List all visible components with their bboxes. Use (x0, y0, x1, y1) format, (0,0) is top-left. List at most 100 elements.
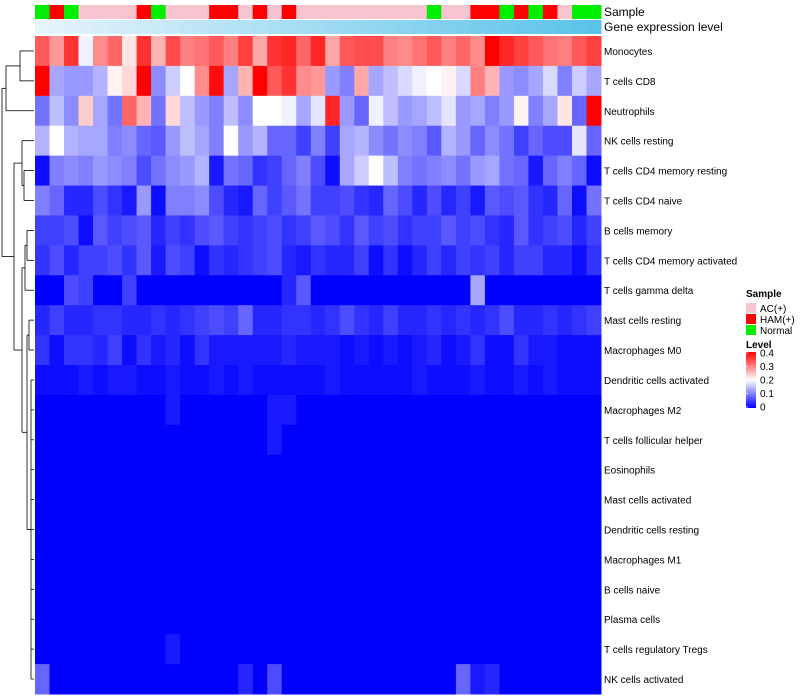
heatmap-cell (354, 664, 370, 695)
heatmap-cell (209, 454, 225, 486)
heatmap-cell (586, 305, 602, 336)
heatmap-cell (238, 365, 254, 396)
heatmap-cell (267, 634, 283, 665)
heatmap-cell (107, 514, 123, 545)
expression-cell (325, 20, 341, 34)
heatmap-cell (397, 155, 413, 187)
heatmap-cell (209, 514, 225, 545)
legend-tick-label: 0.4 (760, 349, 774, 360)
heatmap-cell (223, 424, 239, 456)
heatmap-cell (78, 454, 94, 486)
legend-level-colorbar (746, 352, 756, 408)
heatmap-cell (151, 185, 167, 216)
heatmap-cell (238, 484, 254, 516)
heatmap-cell (513, 305, 529, 336)
heatmap-cell (35, 484, 51, 516)
sample-cell (64, 5, 80, 19)
heatmap-cell (35, 514, 51, 545)
heatmap-cell (325, 185, 341, 216)
heatmap-cell (455, 394, 471, 426)
heatmap-cell (441, 604, 457, 635)
heatmap-cell (180, 454, 196, 486)
heatmap-cell (426, 544, 442, 575)
heatmap-cell (383, 155, 399, 187)
heatmap-cell (107, 125, 123, 157)
heatmap-cell (339, 454, 355, 486)
heatmap-cell (194, 275, 210, 306)
heatmap-cell (78, 544, 94, 575)
heatmap-cell (194, 514, 210, 545)
heatmap-cell (136, 365, 152, 396)
heatmap-cell (484, 335, 500, 366)
heatmap-cell (339, 65, 355, 97)
heatmap-cell (557, 544, 573, 575)
heatmap-cell (93, 634, 109, 665)
heatmap-cell (412, 454, 428, 486)
heatmap-cell (571, 95, 587, 127)
heatmap-cell (528, 574, 544, 605)
heatmap-cell (78, 604, 94, 635)
heatmap-cell (64, 484, 80, 516)
heatmap-cell (310, 604, 326, 635)
heatmap-cell (296, 95, 312, 127)
heatmap-cell (426, 95, 442, 127)
heatmap-cell (180, 664, 196, 695)
heatmap-cell (426, 215, 442, 246)
heatmap-cell (238, 305, 254, 336)
heatmap-cell (426, 394, 442, 426)
heatmap-cell (252, 394, 268, 426)
heatmap-cell (151, 335, 167, 366)
heatmap-cell (165, 125, 181, 157)
sample-cell (107, 5, 123, 19)
heatmap-cell (455, 335, 471, 366)
heatmap-cell (455, 514, 471, 545)
heatmap-cell (64, 544, 80, 575)
heatmap-cell (252, 185, 268, 216)
heatmap-cell (586, 95, 602, 127)
heatmap-cell (296, 65, 312, 97)
heatmap-cell (194, 604, 210, 635)
heatmap-cell (165, 215, 181, 246)
heatmap-cell (252, 305, 268, 336)
heatmap-cell (281, 634, 297, 665)
heatmap-cell (470, 634, 486, 665)
heatmap-cell (542, 245, 558, 276)
sample-cell (136, 5, 152, 19)
heatmap-cell (441, 484, 457, 516)
heatmap-cell (383, 664, 399, 695)
heatmap-cell (325, 155, 341, 187)
heatmap-cell (180, 185, 196, 216)
heatmap-cell (209, 424, 225, 456)
heatmap-cell (49, 574, 65, 605)
heatmap-cell (412, 424, 428, 456)
heatmap-cell (368, 275, 384, 306)
heatmap-cell (325, 275, 341, 306)
heatmap-cell (557, 604, 573, 635)
heatmap-cell (441, 664, 457, 695)
heatmap-cell (252, 634, 268, 665)
heatmap-cell (354, 335, 370, 366)
heatmap-cell (180, 305, 196, 336)
heatmap-cell (78, 514, 94, 545)
heatmap-cell (223, 454, 239, 486)
sample-cell (513, 5, 529, 19)
heatmap-cell (571, 514, 587, 545)
heatmap-cell (368, 424, 384, 456)
heatmap-cell (557, 125, 573, 157)
heatmap-cell (64, 394, 80, 426)
heatmap-cell (513, 65, 529, 97)
heatmap-cell (151, 574, 167, 605)
heatmap-cell (310, 36, 326, 67)
heatmap-cell (368, 544, 384, 575)
heatmap-cell (281, 245, 297, 276)
heatmap-cell (296, 634, 312, 665)
heatmap-cell (64, 514, 80, 545)
heatmap-cell (383, 424, 399, 456)
heatmap-cell (441, 574, 457, 605)
heatmap-cell (542, 424, 558, 456)
heatmap-cell (470, 275, 486, 306)
heatmap-cell (470, 664, 486, 695)
heatmap-cell (557, 155, 573, 187)
heatmap-cell (194, 215, 210, 246)
row-label-eosinophils: Eosinophils (604, 466, 655, 477)
